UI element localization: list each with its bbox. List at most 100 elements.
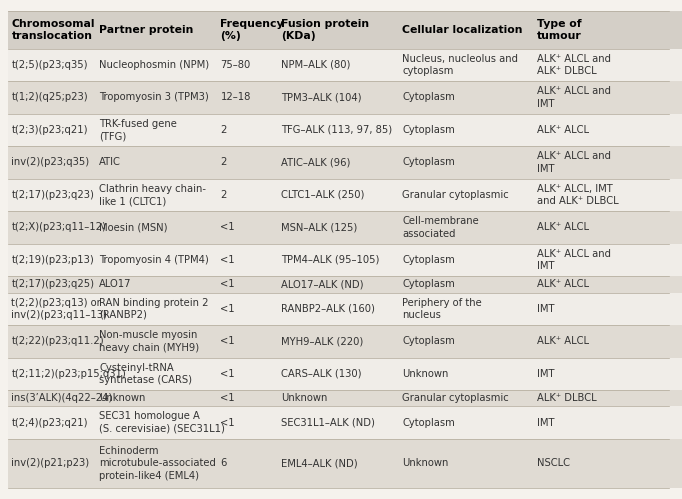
Text: ALK⁺ ALCL and
ALK⁺ DLBCL: ALK⁺ ALCL and ALK⁺ DLBCL [537, 53, 611, 76]
Text: TPM4–ALK (95–105): TPM4–ALK (95–105) [281, 255, 379, 265]
Bar [534, 114, 682, 146]
Bar [8, 11, 95, 48]
Text: Chromosomal
translocation: Chromosomal translocation [12, 19, 95, 41]
Bar [399, 114, 534, 146]
Bar [534, 358, 682, 390]
Bar [8, 358, 95, 390]
Bar [278, 244, 399, 276]
Text: Clathrin heavy chain-
like 1 (CLTC1): Clathrin heavy chain- like 1 (CLTC1) [99, 184, 206, 206]
Text: ATIC: ATIC [99, 157, 121, 167]
Text: IMT: IMT [537, 418, 554, 428]
Text: t(2;3)(p23;q21): t(2;3)(p23;q21) [12, 125, 88, 135]
Bar [399, 325, 534, 358]
Bar [534, 179, 682, 211]
Text: ALK⁺ ALCL: ALK⁺ ALCL [537, 336, 589, 346]
Text: TRK-fused gene
(TFG): TRK-fused gene (TFG) [99, 119, 177, 141]
Text: t(2;X)(p23;q11–12): t(2;X)(p23;q11–12) [12, 223, 106, 233]
Text: <1: <1 [220, 336, 235, 346]
Text: EML4–ALK (ND): EML4–ALK (ND) [281, 458, 357, 468]
Text: Unknown: Unknown [99, 393, 145, 403]
Text: Unknown: Unknown [402, 458, 449, 468]
Bar [217, 179, 278, 211]
Text: ALK⁺ ALCL and
IMT: ALK⁺ ALCL and IMT [537, 86, 611, 108]
Text: Cellular localization: Cellular localization [402, 25, 523, 35]
Text: ALK⁺ ALCL: ALK⁺ ALCL [537, 223, 589, 233]
Text: 2: 2 [220, 190, 227, 200]
Text: RAN binding protein 2
(RANBP2): RAN binding protein 2 (RANBP2) [99, 297, 209, 320]
Text: <1: <1 [220, 418, 235, 428]
Bar [217, 146, 278, 179]
Bar [95, 211, 217, 244]
Text: ALK⁺ DLBCL: ALK⁺ DLBCL [537, 393, 597, 403]
Text: Tropomyosin 3 (TPM3): Tropomyosin 3 (TPM3) [99, 92, 209, 102]
Bar [95, 244, 217, 276]
Text: ALK⁺ ALCL, IMT
and ALK⁺ DLBCL: ALK⁺ ALCL, IMT and ALK⁺ DLBCL [537, 184, 619, 206]
Bar [95, 390, 217, 406]
Text: ALK⁺ ALCL: ALK⁺ ALCL [537, 279, 589, 289]
Bar [217, 358, 278, 390]
Bar [217, 325, 278, 358]
Bar [217, 114, 278, 146]
Text: t(2;17)(p23;q25): t(2;17)(p23;q25) [12, 279, 95, 289]
Text: t(2;4)(p23;q21): t(2;4)(p23;q21) [12, 418, 88, 428]
Bar [534, 211, 682, 244]
Bar [8, 244, 95, 276]
Bar [399, 11, 534, 48]
Text: 2: 2 [220, 157, 227, 167]
Text: Non-muscle myosin
heavy chain (MYH9): Non-muscle myosin heavy chain (MYH9) [99, 330, 199, 352]
Bar [534, 244, 682, 276]
Bar [534, 81, 682, 114]
Bar [399, 81, 534, 114]
Text: SEC31 homologue A
(S. cerevisiae) (SEC31L1): SEC31 homologue A (S. cerevisiae) (SEC31… [99, 412, 225, 434]
Text: Unknown: Unknown [402, 369, 449, 379]
Text: Cytoplasm: Cytoplasm [402, 157, 455, 167]
Text: Nucleophosmin (NPM): Nucleophosmin (NPM) [99, 60, 209, 70]
Text: Nucleus, nucleolus and
cytoplasm: Nucleus, nucleolus and cytoplasm [402, 53, 518, 76]
Bar [399, 292, 534, 325]
Bar [278, 114, 399, 146]
Bar [399, 406, 534, 439]
Text: IMT: IMT [537, 369, 554, 379]
Bar [278, 390, 399, 406]
Bar [8, 114, 95, 146]
Text: NSCLC: NSCLC [537, 458, 570, 468]
Text: Type of
tumour: Type of tumour [537, 19, 582, 41]
Text: <1: <1 [220, 279, 235, 289]
Text: Unknown: Unknown [281, 393, 327, 403]
Text: Periphery of the
nucleus: Periphery of the nucleus [402, 297, 482, 320]
Text: <1: <1 [220, 223, 235, 233]
Text: Granular cytoplasmic: Granular cytoplasmic [402, 393, 509, 403]
Text: Moesin (MSN): Moesin (MSN) [99, 223, 168, 233]
Bar [399, 48, 534, 81]
Text: Cell-membrane
associated: Cell-membrane associated [402, 216, 479, 239]
Bar [95, 276, 217, 292]
Text: Cytoplasm: Cytoplasm [402, 92, 455, 102]
Bar [8, 48, 95, 81]
Text: Partner protein: Partner protein [99, 25, 194, 35]
Bar [8, 211, 95, 244]
Text: MYH9–ALK (220): MYH9–ALK (220) [281, 336, 364, 346]
Text: t(2;22)(p23;q11.2): t(2;22)(p23;q11.2) [12, 336, 104, 346]
Bar [8, 179, 95, 211]
Text: Cytoplasm: Cytoplasm [402, 336, 455, 346]
Bar [8, 146, 95, 179]
Bar [399, 439, 534, 488]
Text: ALK⁺ ALCL and
IMT: ALK⁺ ALCL and IMT [537, 151, 611, 174]
Bar [399, 390, 534, 406]
Text: 2: 2 [220, 125, 227, 135]
Text: Tropomyosin 4 (TPM4): Tropomyosin 4 (TPM4) [99, 255, 209, 265]
Text: Cytoplasm: Cytoplasm [402, 418, 455, 428]
Bar [217, 244, 278, 276]
Text: TFG–ALK (113, 97, 85): TFG–ALK (113, 97, 85) [281, 125, 392, 135]
Text: TPM3–ALK (104): TPM3–ALK (104) [281, 92, 361, 102]
Bar [278, 439, 399, 488]
Text: <1: <1 [220, 304, 235, 314]
Text: Frequency
(%): Frequency (%) [220, 19, 284, 41]
Bar [95, 439, 217, 488]
Bar [534, 390, 682, 406]
Bar [8, 276, 95, 292]
Bar [217, 439, 278, 488]
Text: t(2;11;2)(p23;p15;q31): t(2;11;2)(p23;p15;q31) [12, 369, 126, 379]
Text: ALK⁺ ALCL and
IMT: ALK⁺ ALCL and IMT [537, 249, 611, 271]
Text: <1: <1 [220, 393, 235, 403]
